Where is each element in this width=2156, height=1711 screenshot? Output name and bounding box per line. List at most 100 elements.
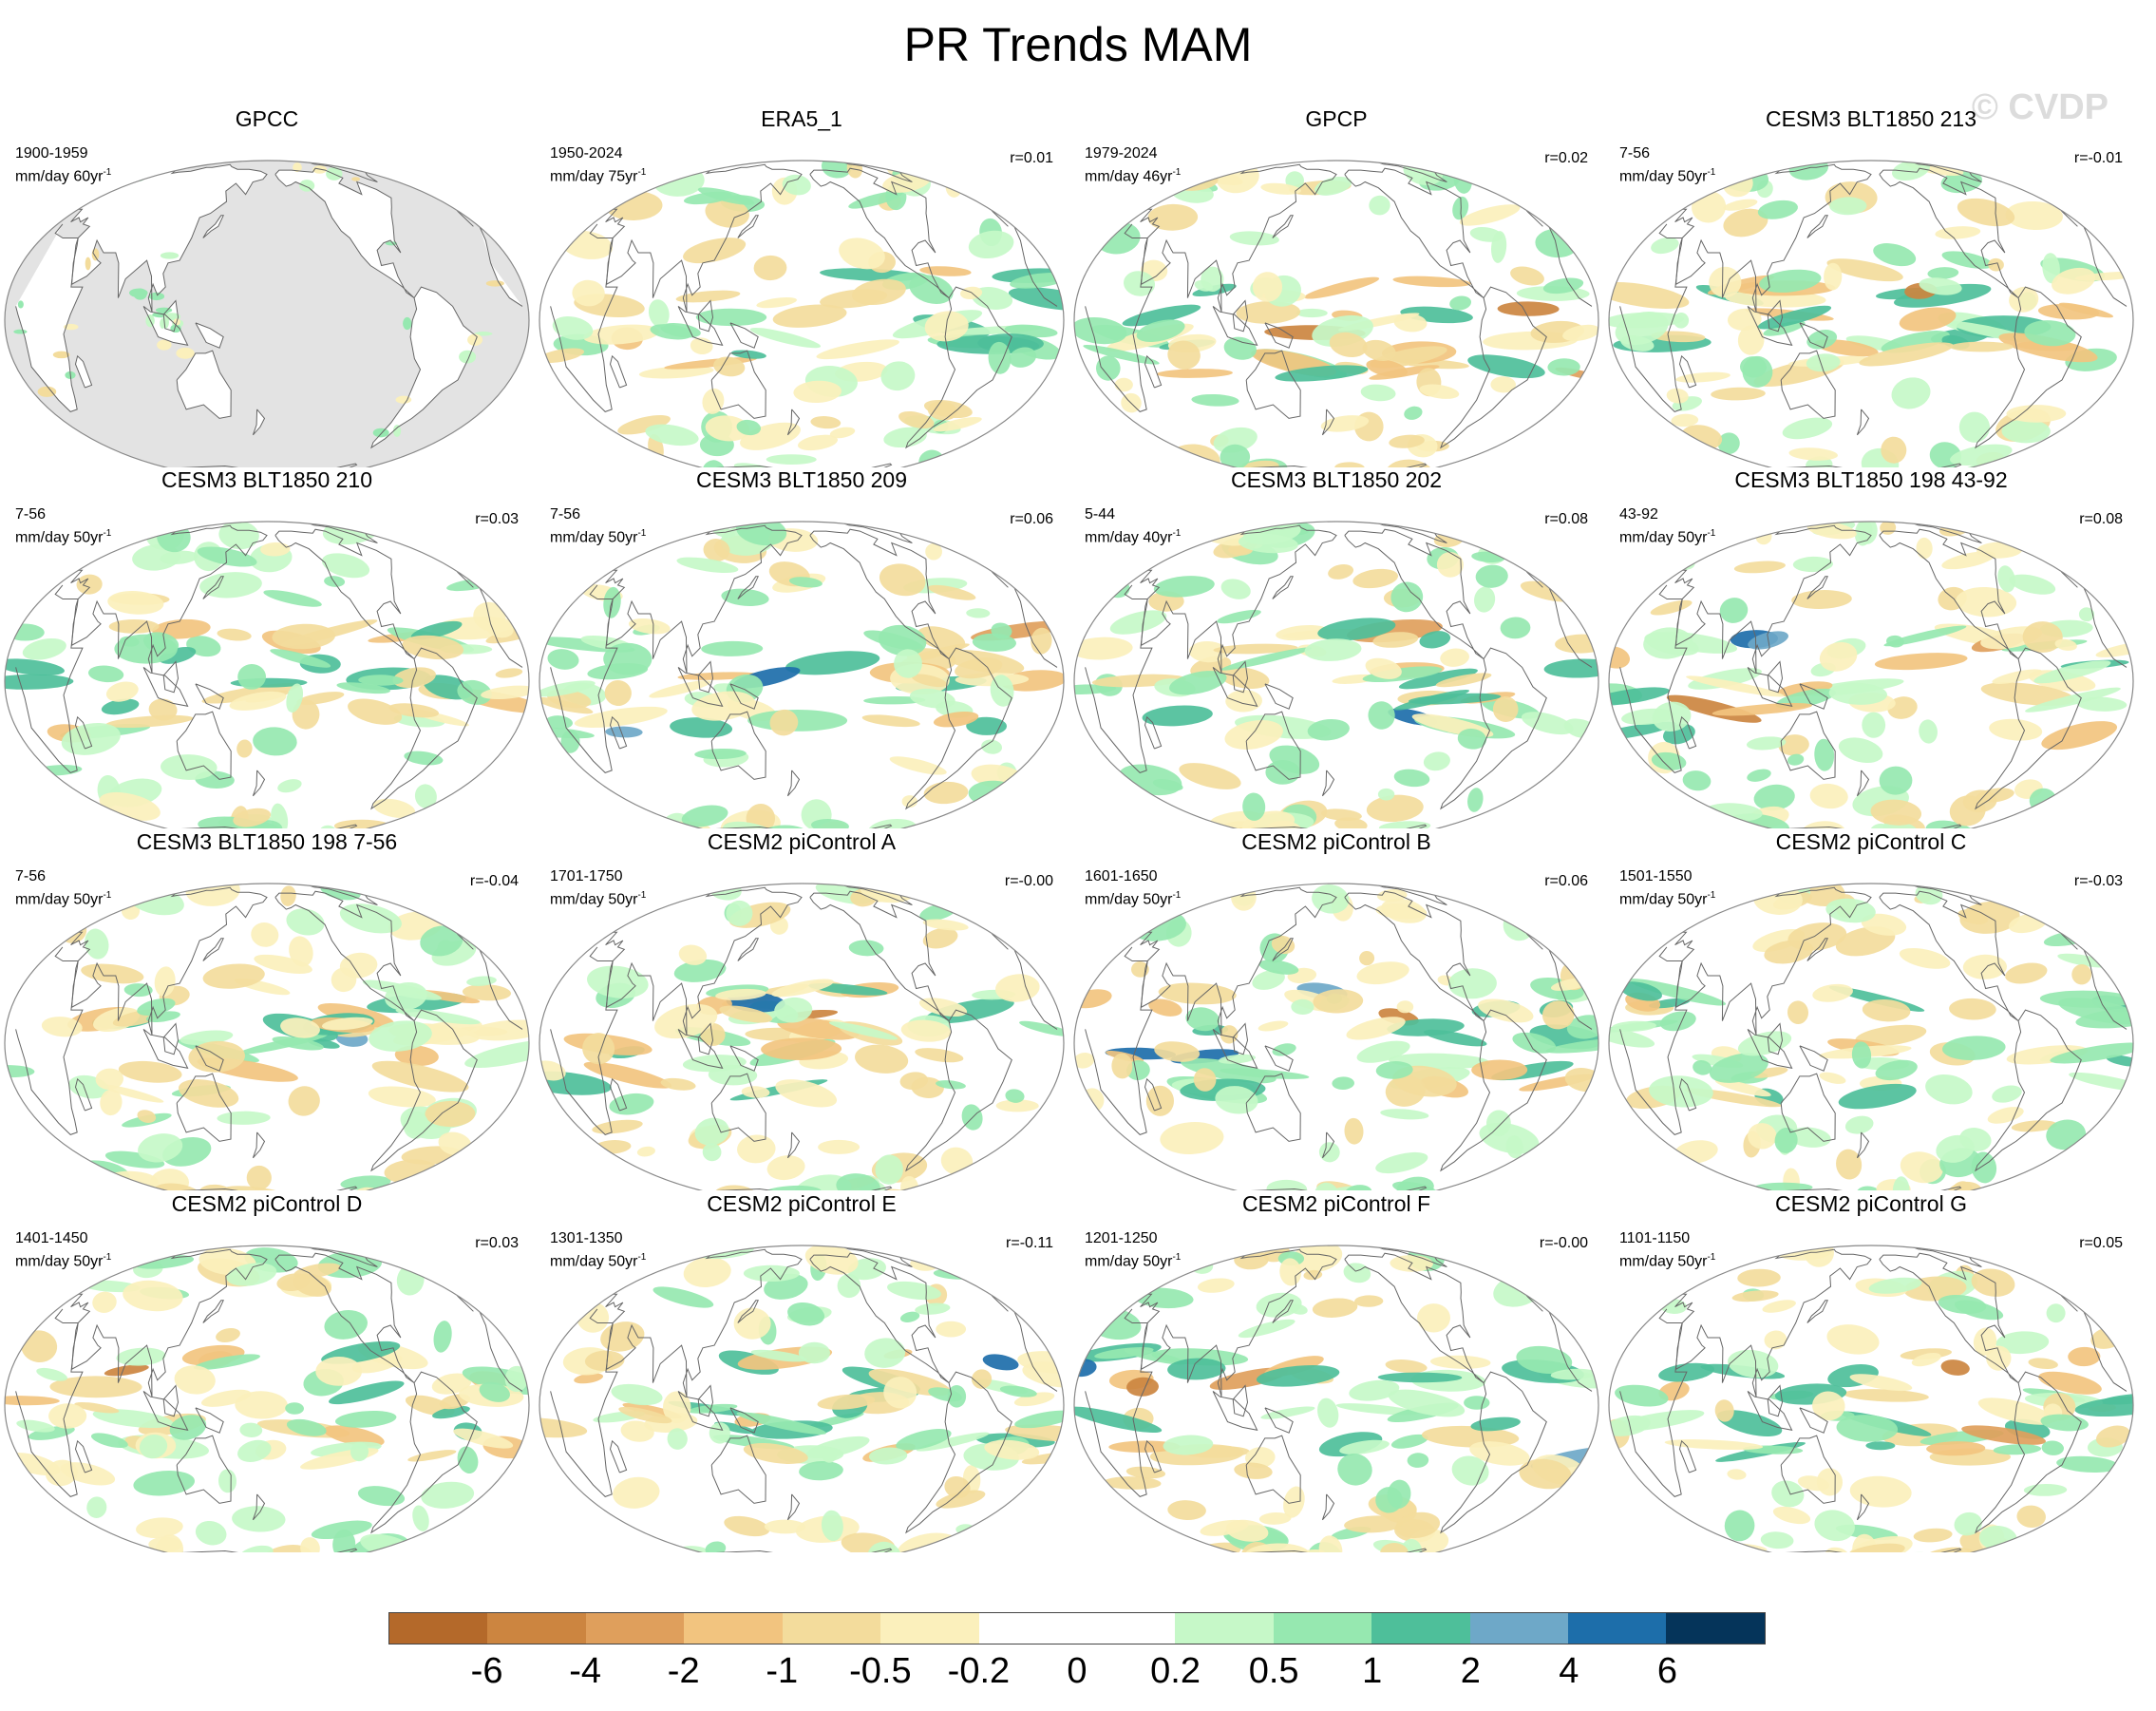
trend-blob (1873, 243, 1917, 267)
trend-blob (1899, 947, 1951, 969)
trend-blob (925, 542, 942, 561)
coastline-indonesia (142, 1391, 189, 1431)
land-fill (69, 164, 474, 313)
trend-blob (157, 339, 172, 351)
trend-blob (867, 1541, 902, 1552)
coastline-southAmerica (905, 286, 1012, 449)
trend-blob (1512, 1032, 1557, 1054)
trend-blob (81, 963, 144, 984)
trend-blob (1666, 694, 1762, 723)
trend-blob (457, 1446, 479, 1473)
colorbar-box (1175, 1613, 1274, 1644)
map-border (1608, 160, 2134, 467)
trend-blob (1986, 1345, 2012, 1371)
trend-blob (1757, 305, 1832, 330)
trend-blob (861, 714, 920, 728)
trend-blob (174, 1365, 216, 1395)
trend-blob (1782, 417, 1833, 440)
trend-blob (1375, 1151, 1428, 1174)
trend-blob (1258, 960, 1299, 975)
coastline-indonesia (1747, 306, 1793, 346)
trend-blob (1123, 271, 1156, 296)
coastline-japan (1806, 1300, 1828, 1323)
units-exponent: -1 (103, 1252, 112, 1263)
trend-blob (217, 1111, 271, 1125)
trend-blob (582, 1033, 615, 1065)
trend-blob (1671, 413, 1699, 428)
panel-period: 7-56 (15, 506, 47, 523)
coastline-png (195, 322, 224, 349)
trend-blob (201, 683, 300, 704)
trend-blob (539, 680, 596, 697)
map-border (1073, 883, 1599, 1190)
trend-blob (1252, 272, 1283, 302)
trend-blob (1387, 1479, 1411, 1509)
coastline-australia (1780, 1073, 1836, 1142)
colorbar-box (684, 1613, 783, 1644)
trend-blob (139, 1434, 168, 1459)
trend-blob (1125, 1466, 1166, 1479)
panel-units: mm/day 50yr-1 (15, 524, 111, 547)
land-fill (202, 215, 224, 238)
coastline-southAmerica (905, 1371, 1012, 1534)
trend-blob (584, 1350, 625, 1372)
trend-blob (1272, 1043, 1296, 1056)
trend-blob (1318, 1142, 1340, 1163)
coastline-nz (1321, 409, 1335, 436)
coastline-southAmerica (370, 286, 478, 449)
map-panel: CESM2 piControl E 1301-1350 mm/day 50yr-1 r… (535, 1191, 1069, 1552)
coastline-australia (710, 1435, 766, 1504)
trend-blob (2058, 302, 2114, 318)
coastline-madagascar (1144, 1077, 1163, 1112)
trend-blob (1760, 1531, 1794, 1549)
coastline-indonesia (1212, 1029, 1258, 1069)
units-exponent: -1 (103, 528, 112, 539)
coastline-japan (1272, 938, 1294, 961)
coastline-nz (1321, 1131, 1335, 1159)
coastline-borneo (697, 1022, 714, 1055)
trend-blob (311, 1520, 372, 1540)
trend-blob (1449, 295, 1472, 311)
trend-blob (583, 324, 660, 345)
trend-blob (372, 428, 389, 438)
trend-blob (1407, 1453, 1429, 1468)
coastline-nz (786, 409, 801, 436)
map-background (1074, 522, 1598, 828)
coastline-northAmerica (274, 167, 415, 299)
robinson-map (1073, 1245, 1599, 1552)
map-panel: CESM3 BLT1850 210 7-56 mm/day 50yr-1 r=0.03 (0, 467, 534, 828)
trend-blob (403, 316, 412, 331)
trend-blob (804, 1245, 859, 1275)
trend-blob (1475, 564, 1508, 588)
trend-blob (1154, 1041, 1201, 1062)
trend-blob (652, 1286, 714, 1308)
trend-blob (1862, 712, 1886, 738)
trend-blob (1392, 276, 1471, 288)
trend-blob (981, 739, 1003, 754)
panel-units: mm/day 50yr-1 (1085, 1248, 1181, 1271)
trend-blob (821, 1510, 843, 1542)
units-text: mm/day 50yr (550, 891, 638, 908)
trend-blob (766, 1155, 805, 1181)
trend-blob (787, 1302, 825, 1326)
trend-blob (1980, 682, 2075, 706)
trend-blob (1447, 968, 1497, 999)
trend-blob (1861, 913, 1907, 936)
trend-blob (1693, 1059, 1712, 1075)
trend-blob (2025, 687, 2121, 713)
coastline-borneo (162, 299, 180, 333)
trend-blob (592, 1119, 643, 1134)
trend-blob (1337, 1454, 1372, 1486)
panel-title: CESM3 BLT1850 198 43-92 (1734, 467, 2008, 492)
coastline-japan (737, 215, 759, 238)
trend-blob (76, 574, 103, 595)
trend-blob (1615, 1384, 1669, 1407)
coastline-japan (737, 576, 759, 599)
trend-blob (1074, 1406, 1163, 1434)
coastline-nz (252, 1131, 266, 1159)
trend-blob (1774, 1127, 1798, 1153)
trend-blob (91, 248, 100, 261)
trend-blob (1408, 693, 1502, 705)
trend-blob (972, 633, 1016, 652)
panel-period: 7-56 (550, 506, 581, 523)
